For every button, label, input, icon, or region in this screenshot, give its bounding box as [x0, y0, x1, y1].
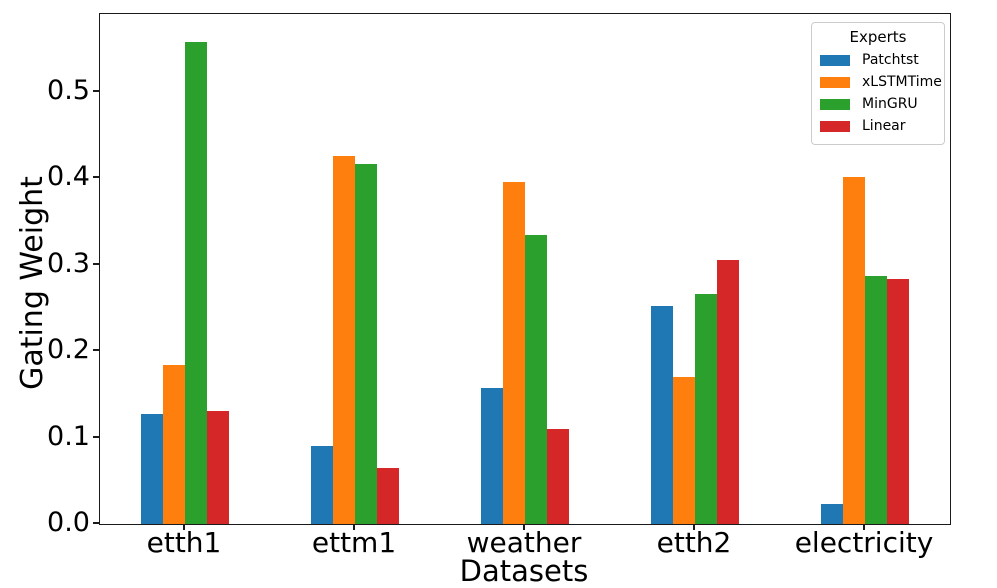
x-tick-mark — [863, 524, 865, 530]
bar-etth2-mingru — [695, 294, 717, 524]
x-tick-label-etth2: etth2 — [656, 526, 732, 559]
y-tick-mark — [93, 89, 99, 92]
x-tick-label-electricity: electricity — [794, 526, 934, 559]
bar-etth2-patchtst — [651, 306, 673, 524]
bar-weather-linear — [547, 428, 569, 524]
legend-item-xlstmtime: xLSTMTime — [820, 71, 942, 93]
legend-label: Linear — [862, 118, 906, 134]
y-tick-label: 0.3 — [47, 247, 90, 279]
x-tick-mark — [353, 524, 355, 530]
bar-electricity-patchtst — [821, 504, 843, 524]
y-tick-mark — [93, 176, 99, 179]
plot-area — [99, 13, 951, 525]
bar-weather-xlstmtime — [503, 181, 525, 524]
legend: Experts Patchtst xLSTMTime MinGRU Linear — [811, 22, 945, 145]
legend-label: MinGRU — [862, 96, 918, 112]
y-axis-label: Gating Weight — [15, 176, 50, 390]
bar-etth2-linear — [717, 260, 739, 524]
bar-weather-patchtst — [481, 388, 503, 524]
bar-group-weather — [440, 14, 610, 524]
y-tick-mark — [93, 435, 99, 438]
y-tick-label: 0.0 — [47, 507, 90, 538]
y-tick-label: 0.5 — [47, 74, 90, 106]
bar-etth1-mingru — [185, 41, 207, 524]
x-axis-label: Datasets — [459, 554, 589, 588]
legend-label: Patchtst — [862, 52, 919, 68]
x-tick-label-ettm1: ettm1 — [311, 526, 397, 559]
legend-swatch-icon — [820, 54, 850, 66]
legend-swatch-icon — [820, 120, 850, 132]
bar-ettm1-xlstmtime — [333, 155, 355, 524]
bar-group-etth1 — [100, 14, 270, 524]
y-tick-label: 0.1 — [47, 420, 90, 452]
bar-electricity-xlstmtime — [843, 177, 865, 524]
bar-etth1-patchtst — [141, 414, 163, 524]
y-tick-mark — [93, 349, 99, 352]
y-tick-label: 0.4 — [47, 161, 90, 193]
legend-label: xLSTMTime — [862, 74, 942, 90]
legend-title: Experts — [849, 28, 907, 46]
x-tick-mark — [693, 524, 695, 530]
legend-swatch-icon — [820, 76, 850, 88]
bar-etth1-linear — [207, 410, 229, 524]
y-tick-label: 0.2 — [47, 334, 90, 366]
y-tick-mark — [93, 262, 99, 265]
x-tick-label-etth1: etth1 — [146, 526, 222, 559]
x-tick-mark — [523, 524, 525, 530]
bar-etth1-xlstmtime — [163, 364, 185, 524]
legend-item-mingru: MinGRU — [820, 93, 936, 115]
bar-group-etth2 — [610, 14, 780, 524]
bar-ettm1-mingru — [355, 164, 377, 524]
legend-item-patchtst: Patchtst — [820, 49, 936, 71]
bar-group-ettm1 — [270, 14, 440, 524]
x-tick-label-weather: weather — [466, 526, 582, 559]
y-tick-mark — [93, 522, 99, 524]
bar-weather-mingru — [525, 235, 547, 524]
bar-ettm1-linear — [377, 467, 399, 524]
legend-item-linear: Linear — [820, 115, 936, 137]
bar-electricity-mingru — [865, 275, 887, 524]
x-tick-mark — [183, 524, 185, 530]
bar-etth2-xlstmtime — [673, 377, 695, 524]
bar-ettm1-patchtst — [311, 446, 333, 524]
legend-swatch-icon — [820, 98, 850, 110]
bar-electricity-linear — [887, 278, 909, 524]
bar-group-electricity — [780, 14, 950, 524]
